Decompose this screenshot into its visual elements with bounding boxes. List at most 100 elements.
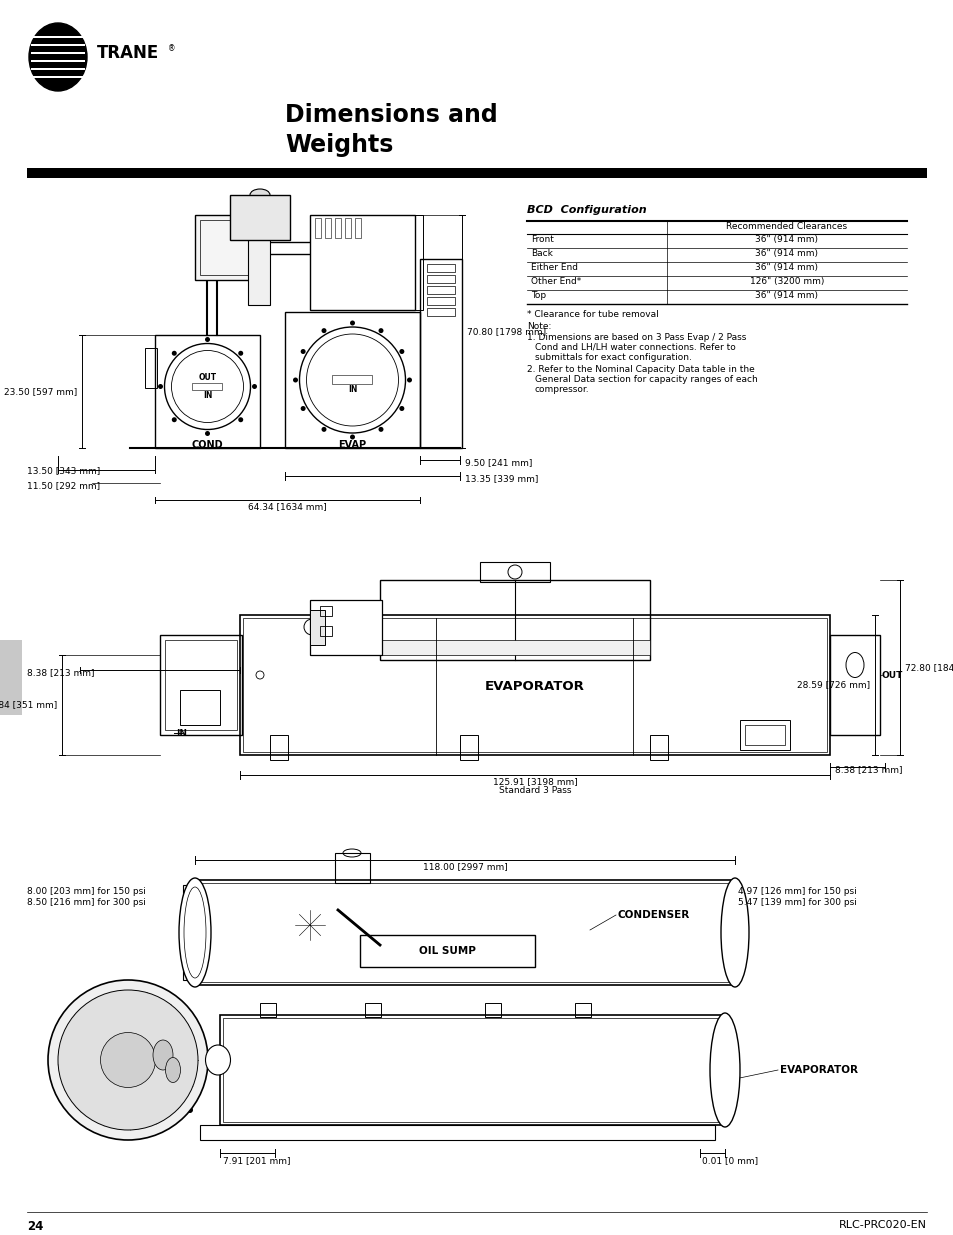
Circle shape	[399, 350, 404, 354]
Bar	[427, 308, 455, 316]
Text: EVAPORATOR: EVAPORATOR	[484, 680, 584, 694]
Text: IN: IN	[348, 385, 356, 394]
Circle shape	[395, 261, 399, 264]
Circle shape	[238, 351, 243, 356]
Text: 70.80 [1798 mm]: 70.80 [1798 mm]	[467, 327, 545, 336]
Bar	[180, 690, 220, 725]
Bar	[335, 853, 370, 883]
Circle shape	[341, 228, 346, 233]
Ellipse shape	[48, 981, 208, 1140]
Bar	[27, 168, 926, 178]
Circle shape	[344, 242, 355, 254]
Text: IN: IN	[176, 729, 188, 737]
Text: 8.38 [213 mm]: 8.38 [213 mm]	[834, 764, 902, 774]
Bar	[335, 219, 340, 238]
Bar	[30, 36, 85, 38]
Text: Standard 3 Pass: Standard 3 Pass	[498, 785, 571, 795]
Text: 36" (914 mm): 36" (914 mm)	[755, 291, 818, 300]
Text: OUT: OUT	[882, 671, 902, 679]
Bar	[310, 600, 381, 655]
Text: Back: Back	[531, 249, 553, 258]
Bar	[0, 640, 22, 715]
Bar	[359, 935, 535, 967]
Text: COND: COND	[192, 440, 223, 450]
Text: 126" (3200 mm): 126" (3200 mm)	[749, 277, 823, 287]
Text: Cond and LH/LH water connections. Refer to: Cond and LH/LH water connections. Refer …	[535, 343, 735, 352]
Ellipse shape	[100, 1032, 155, 1088]
Text: 13.35 [339 mm]: 13.35 [339 mm]	[464, 474, 537, 483]
Bar	[419, 259, 461, 448]
Circle shape	[321, 427, 326, 432]
Bar	[194, 215, 254, 280]
Text: compressor.: compressor.	[535, 385, 589, 394]
Text: Front: Front	[531, 235, 554, 245]
Bar	[240, 615, 829, 755]
Bar	[427, 275, 455, 283]
Text: BCD  Configuration: BCD Configuration	[526, 205, 646, 215]
Ellipse shape	[352, 249, 372, 274]
Bar	[154, 335, 260, 448]
Text: EVAPORATOR: EVAPORATOR	[780, 1065, 857, 1074]
Circle shape	[399, 406, 404, 411]
Circle shape	[205, 431, 210, 436]
Ellipse shape	[250, 189, 270, 201]
Circle shape	[377, 291, 381, 295]
Bar	[30, 59, 85, 62]
Text: 8.38 [213 mm]: 8.38 [213 mm]	[27, 668, 94, 677]
Bar	[325, 219, 331, 238]
Bar	[427, 264, 455, 272]
Text: Either End: Either End	[531, 263, 578, 272]
Text: 4.97 [126 mm] for 150 psi: 4.97 [126 mm] for 150 psi	[738, 887, 856, 897]
Ellipse shape	[179, 878, 211, 987]
Circle shape	[158, 384, 163, 389]
Bar	[319, 606, 332, 616]
Bar	[243, 618, 826, 752]
Bar	[479, 562, 550, 582]
Text: 36" (914 mm): 36" (914 mm)	[755, 235, 818, 245]
Bar	[270, 735, 288, 760]
Bar	[310, 215, 415, 310]
Circle shape	[321, 329, 326, 333]
Bar	[355, 219, 360, 238]
Bar	[260, 1003, 275, 1016]
Bar	[744, 725, 784, 745]
Circle shape	[341, 291, 346, 295]
Bar	[459, 735, 477, 760]
Text: 125.91 [3198 mm]: 125.91 [3198 mm]	[492, 777, 577, 785]
Bar	[30, 75, 85, 78]
Bar	[145, 348, 157, 388]
Text: 8.00 [203 mm] for 150 psi: 8.00 [203 mm] for 150 psi	[27, 887, 146, 897]
Text: * Clearance for tube removal: * Clearance for tube removal	[526, 310, 659, 319]
Circle shape	[324, 261, 328, 264]
Text: OUT: OUT	[198, 373, 216, 382]
Ellipse shape	[205, 1045, 231, 1074]
Bar	[223, 1018, 721, 1123]
Text: ®: ®	[168, 44, 175, 53]
Bar	[230, 195, 290, 240]
Text: Top: Top	[531, 291, 545, 300]
Text: TRANE: TRANE	[97, 44, 159, 62]
Text: 2. Refer to the Nominal Capacity Data table in the: 2. Refer to the Nominal Capacity Data ta…	[526, 366, 754, 374]
Bar	[194, 881, 734, 986]
Text: 9.50 [241 mm]: 9.50 [241 mm]	[464, 458, 532, 467]
Bar	[30, 52, 85, 54]
Circle shape	[300, 406, 305, 411]
Ellipse shape	[709, 1013, 740, 1128]
Bar	[165, 640, 236, 730]
Text: EVAP: EVAP	[338, 440, 366, 450]
Circle shape	[187, 1107, 193, 1113]
Ellipse shape	[29, 23, 87, 91]
Bar	[183, 885, 196, 981]
Text: 24: 24	[27, 1220, 43, 1233]
Text: 72.80 [1849 mm]: 72.80 [1849 mm]	[904, 663, 953, 672]
Bar	[415, 215, 422, 310]
Text: 7.91 [201 mm]: 7.91 [201 mm]	[223, 1156, 291, 1165]
Text: OIL SUMP: OIL SUMP	[418, 946, 475, 956]
Bar	[740, 720, 789, 750]
Bar	[333, 375, 372, 384]
Circle shape	[378, 427, 383, 432]
Bar	[200, 220, 250, 275]
Bar	[200, 1125, 714, 1140]
Text: 0.01 [0 mm]: 0.01 [0 mm]	[701, 1156, 758, 1165]
Bar	[314, 219, 320, 238]
